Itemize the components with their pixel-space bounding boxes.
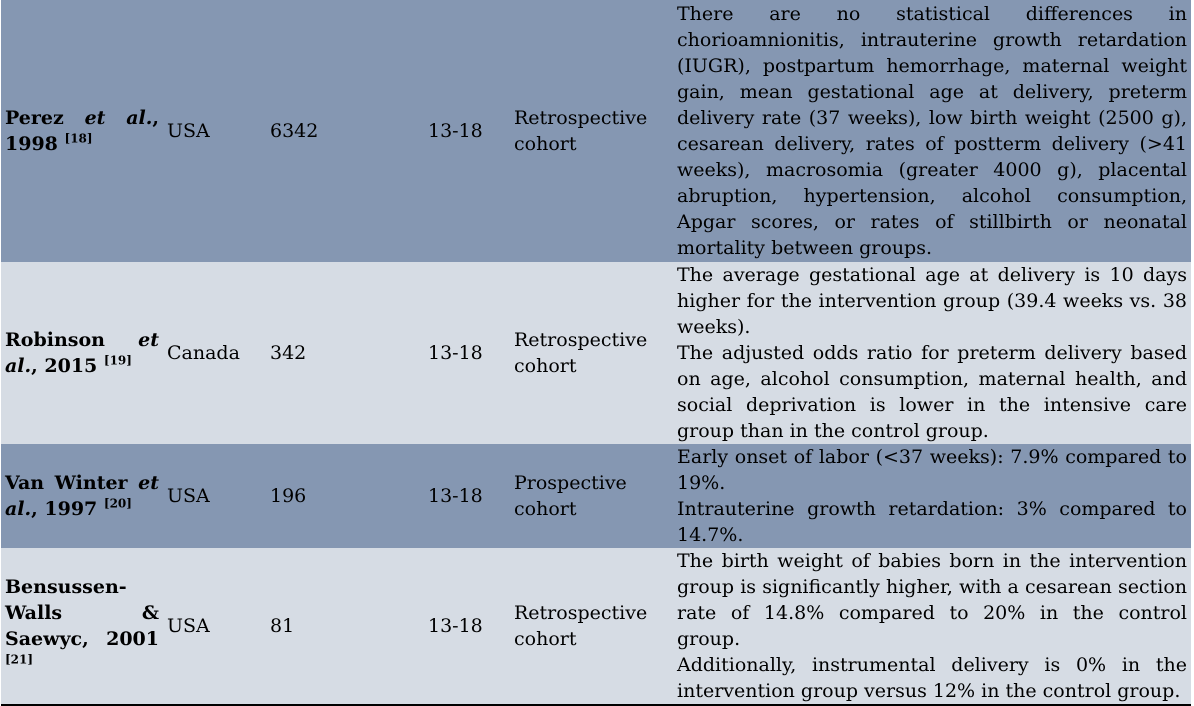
result-paragraph: Intrauterine growth retardation: 3% comp…	[677, 498, 1187, 546]
study-cell: Robinson et al., 2015 [19]	[1, 262, 163, 444]
study-etal: et al.	[5, 329, 159, 377]
design-cell: Retrospective cohort	[510, 0, 673, 262]
study-etal: et al.	[5, 472, 159, 520]
study-author: Van Winter	[5, 472, 128, 494]
table-row: Robinson et al., 2015 [19] Canada 342 13…	[1, 262, 1191, 444]
sample-size-cell: 196	[266, 444, 424, 548]
design-cell: Retrospective cohort	[510, 262, 673, 444]
results-cell: There are no statistical differences in …	[673, 0, 1191, 262]
country-cell: USA	[163, 444, 266, 548]
study-ref: [21]	[5, 652, 34, 667]
country-cell: Canada	[163, 262, 266, 444]
result-paragraph: Early onset of labor (<37 weeks): 7.9% c…	[677, 446, 1187, 494]
age-cell: 13-18	[424, 0, 510, 262]
results-cell: The average gestational age at delivery …	[673, 262, 1191, 444]
study-cell: Perez et al., 1998 [18]	[1, 0, 163, 262]
study-ref: [19]	[103, 353, 132, 368]
design-cell: Prospective cohort	[510, 444, 673, 548]
study-cell: Van Winter et al., 1997 [20]	[1, 444, 163, 548]
study-year: , 1997	[31, 498, 98, 520]
study-year: , 2001	[82, 628, 159, 650]
study-ref: [20]	[103, 496, 132, 511]
result-paragraph: The adjusted odds ratio for preterm deli…	[677, 342, 1187, 442]
design-cell: Retrospective cohort	[510, 548, 673, 706]
result-paragraph: Additionally, instrumental delivery is 0…	[677, 654, 1187, 702]
study-year: , 1998	[5, 107, 159, 155]
results-cell: Early onset of labor (<37 weeks): 7.9% c…	[673, 444, 1191, 548]
study-author: Robinson	[5, 329, 105, 351]
results-cell: The birth weight of babies born in the i…	[673, 548, 1191, 706]
age-cell: 13-18	[424, 262, 510, 444]
age-cell: 13-18	[424, 548, 510, 706]
study-ref: [18]	[64, 131, 93, 146]
study-author: Bensussen-Walls & Saewyc	[5, 576, 159, 650]
result-paragraph: The birth weight of babies born in the i…	[677, 550, 1187, 650]
sample-size-cell: 6342	[266, 0, 424, 262]
table-row: Van Winter et al., 1997 [20] USA 196 13-…	[1, 444, 1191, 548]
study-year: , 2015	[31, 355, 98, 377]
study-cell: Bensussen-Walls & Saewyc, 2001 [21]	[1, 548, 163, 706]
sample-size-cell: 342	[266, 262, 424, 444]
study-etal: et al.	[84, 107, 153, 129]
age-cell: 13-18	[424, 444, 510, 548]
table-row: Perez et al., 1998 [18] USA 6342 13-18 R…	[1, 0, 1191, 262]
country-cell: USA	[163, 548, 266, 706]
result-paragraph: There are no statistical differences in …	[677, 3, 1187, 259]
country-cell: USA	[163, 0, 266, 262]
table-row: Bensussen-Walls & Saewyc, 2001 [21] USA …	[1, 548, 1191, 706]
sample-size-cell: 81	[266, 548, 424, 706]
result-paragraph: The average gestational age at delivery …	[677, 264, 1187, 338]
study-author: Perez	[5, 107, 64, 129]
